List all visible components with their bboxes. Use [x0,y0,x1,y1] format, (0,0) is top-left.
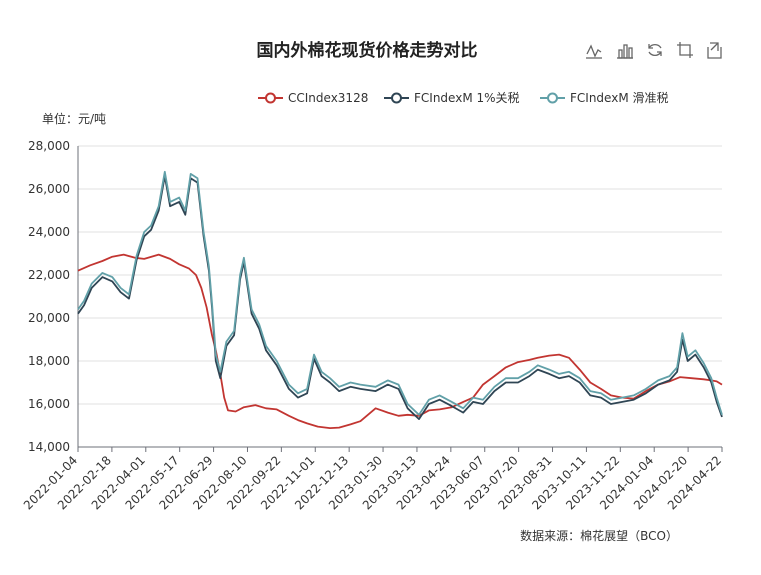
y-tick-label: 24,000 [28,225,70,239]
legend-label: CCIndex3128 [288,91,368,105]
legend-item-2[interactable]: FCIndexM 滑准税 [540,91,669,105]
legend-label: FCIndexM 滑准税 [570,91,669,105]
y-tick-label: 16,000 [28,397,70,411]
series-line-0 [77,253,723,430]
chart-toolbar [586,42,722,59]
y-tick-label: 22,000 [28,268,70,282]
crop-icon[interactable] [677,42,693,58]
legend-swatch-marker [391,92,402,104]
x-axis: 2022-01-042022-02-182022-04-012022-05-17… [21,447,724,512]
line-chart-icon[interactable] [586,44,602,59]
y-tick-label: 18,000 [28,354,70,368]
y-tick-label: 20,000 [28,311,70,325]
series-line-2 [77,170,723,416]
y-tick-label: 26,000 [28,182,70,196]
chart-legend: CCIndex3128 FCIndexM 1%关税 FCIndexM 滑准税 [258,91,669,105]
bar-chart-icon[interactable] [617,44,633,59]
source-label: 数据来源：棉花展望（BCO） [520,528,678,543]
legend-label: FCIndexM 1%关税 [414,91,520,105]
y-tick-label: 28,000 [28,139,70,153]
legend-item-1[interactable]: FCIndexM 1%关税 [384,91,520,105]
unit-label: 单位：元/吨 [42,111,106,126]
legend-item-0[interactable]: CCIndex3128 [258,91,368,105]
legend-swatch-marker [265,92,276,104]
refresh-icon[interactable] [648,44,662,56]
series-line-1 [77,175,723,421]
grid-lines [78,145,722,448]
legend-swatch-marker [547,92,558,104]
series-lines [77,170,723,430]
export-icon[interactable] [707,42,722,59]
y-tick-label: 14,000 [28,440,70,454]
chart-title: 国内外棉花现货价格走势对比 [257,40,478,61]
y-axis: 14,000 16,000 18,000 20,000 22,000 24,000 26,0… [28,139,79,454]
